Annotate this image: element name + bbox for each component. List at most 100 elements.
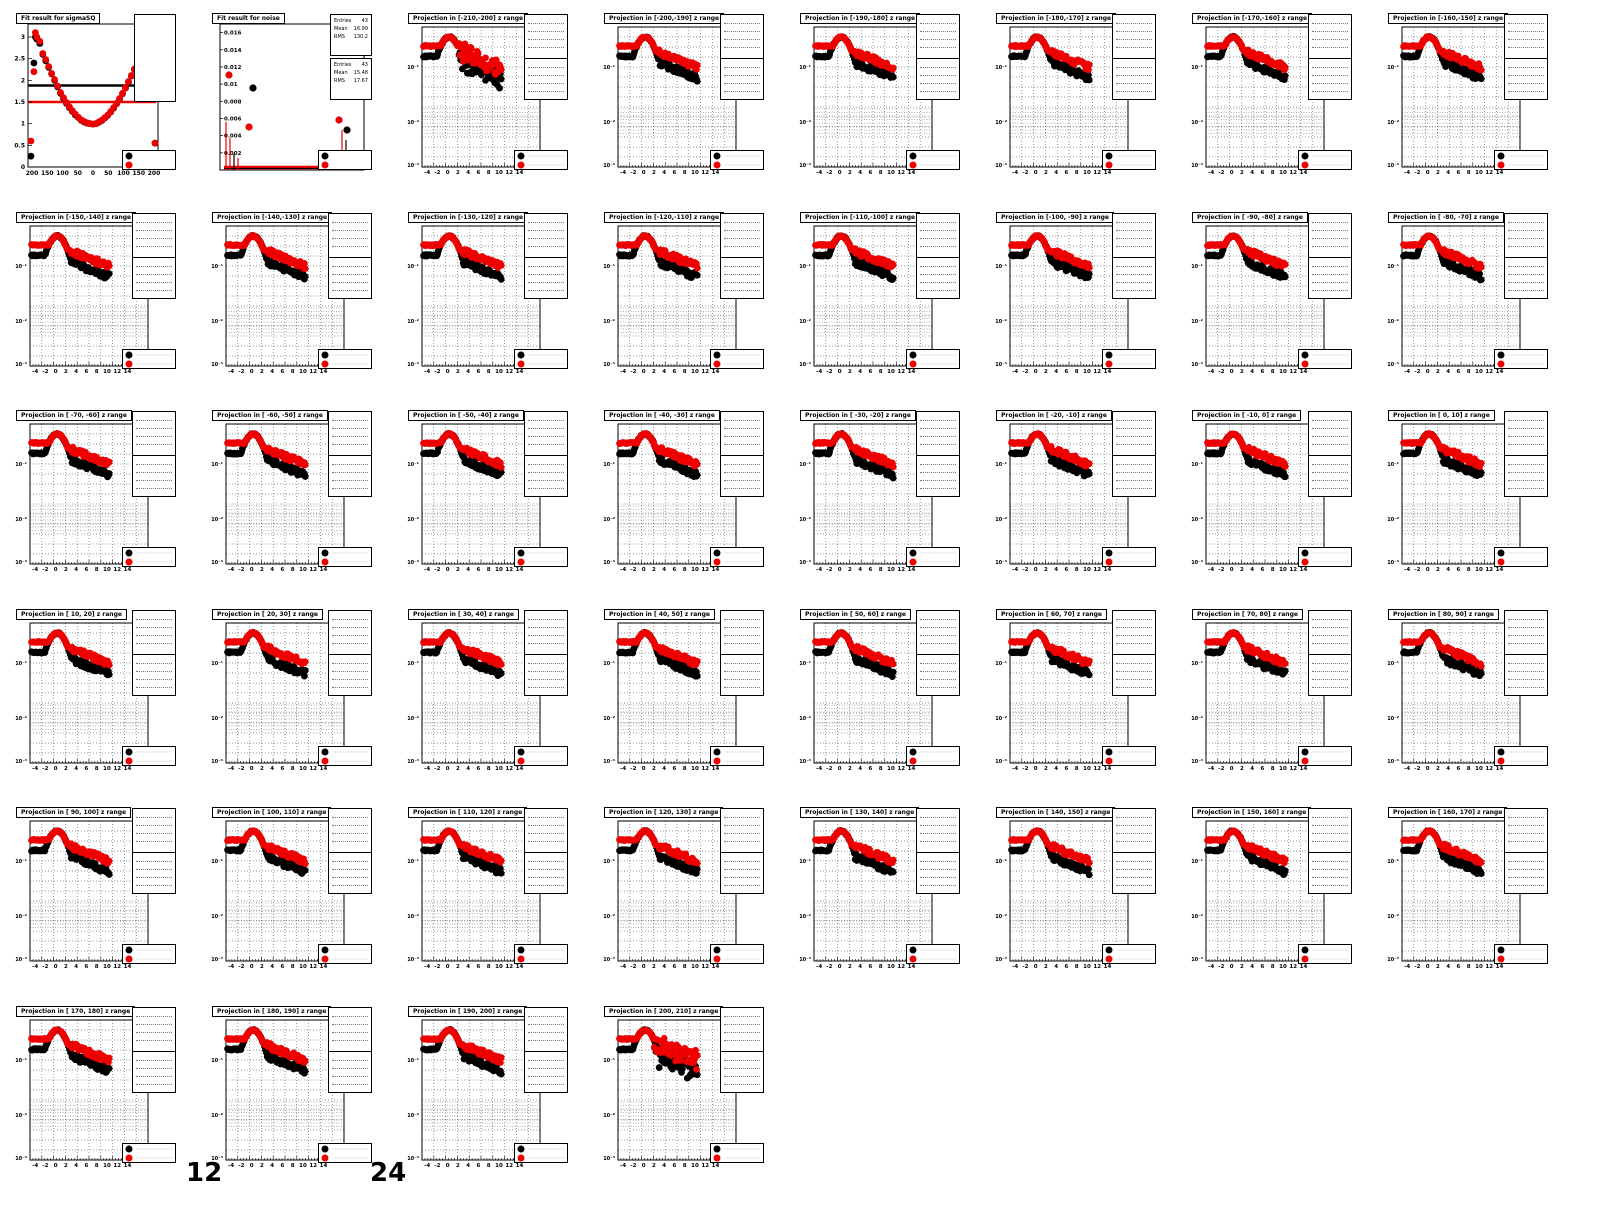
plot-area: 10⁻¹10⁻²10⁻³-4 -2 0 2 4 6 8 10 12 14 — [15, 423, 149, 573]
panel-title: Projection in [-150,-140] z range — [16, 211, 137, 223]
legend-box — [514, 547, 568, 567]
x-tick-label: 2 — [64, 567, 68, 573]
series-red — [812, 430, 897, 471]
panel-19: 10⁻¹ 10⁻² 10⁻³ -4 -2 0 2 4 6 8 10 12 14 Projection in… — [588, 397, 784, 597]
x-tick-label: 2 — [260, 567, 264, 573]
panel-title: Projection in [ -50, -40] z range — [408, 410, 524, 421]
data-point — [693, 460, 701, 468]
x-tick-label: 6 — [1457, 369, 1461, 375]
x-tick-label: -2 — [826, 170, 832, 176]
series-red — [420, 430, 505, 471]
data-point — [497, 66, 505, 74]
entries-value: 43 — [361, 62, 368, 68]
stats-box-2 — [720, 256, 764, 299]
x-tick-label: 8 — [95, 369, 99, 375]
x-tick-label: 2 — [652, 170, 656, 176]
x-tick-label: -4 — [32, 369, 38, 375]
x-tick-label: 6 — [1065, 567, 1069, 573]
panel-title: Projection in [-160,-150] z range — [1388, 13, 1509, 24]
data-point — [693, 77, 701, 85]
panel-6: 10⁻¹ 10⁻² 10⁻³ -4 -2 0 2 4 6 8 10 12 14 Projection in… — [1176, 0, 1372, 200]
y-tick-label: 10⁻³ — [1191, 560, 1203, 566]
y-tick-label: 10⁻¹ — [407, 462, 419, 468]
legend-markers — [517, 152, 565, 169]
y-tick-label: 10⁻¹ — [995, 462, 1007, 468]
data-point — [1281, 463, 1289, 470]
x-tick-label: 8 — [1075, 567, 1079, 573]
x-tick-label: 12 — [701, 170, 709, 176]
panel-title: Projection in [-130,-120] z range — [408, 211, 529, 223]
stats-box-1 — [916, 411, 960, 457]
mean-label: Mean — [334, 26, 348, 32]
y-tick-label: 10⁻² — [1387, 120, 1399, 126]
stats-box-1 — [1308, 411, 1352, 457]
x-tick-label: 12 — [897, 567, 905, 573]
x-tick-label: -4 — [1012, 369, 1018, 375]
y-tick-label: 2 — [21, 77, 25, 84]
plot-area: 10⁻¹10⁻²10⁻³-4 -2 0 2 4 6 8 10 12 14 — [995, 225, 1129, 375]
x-tick-label: 10 — [103, 567, 111, 573]
y-tick-label: 10⁻² — [211, 517, 223, 523]
x-tick-label: 2 — [652, 567, 656, 573]
legend-markers — [517, 351, 565, 367]
x-tick-label: 8 — [879, 170, 883, 176]
y-tick-label: 10⁻³ — [15, 560, 27, 566]
x-tick-label: 4 — [1054, 567, 1058, 573]
y-tick-label: 10⁻³ — [407, 362, 419, 368]
x-tick-label: 12 — [113, 766, 121, 772]
y-tick-label: 10⁻¹ — [799, 264, 811, 270]
y-tick-label: 1 — [21, 121, 25, 128]
panel-10: 10⁻¹ 10⁻² 10⁻³ -4 -2 0 2 4 6 8 10 12 14 Projection in… — [392, 199, 588, 399]
series-red — [1008, 33, 1093, 74]
y-tick-label: 1.5 — [14, 99, 25, 106]
stats-box-2 — [916, 58, 960, 100]
x-tick-label: 10 — [495, 369, 503, 375]
x-tick-label: 2 — [456, 170, 460, 176]
x-tick-label: 0 — [1426, 567, 1430, 573]
data-point — [105, 470, 113, 477]
legend-box — [1494, 348, 1548, 369]
y-tick-label: 10⁻³ — [1387, 362, 1399, 368]
x-tick-label: 4 — [1250, 369, 1254, 375]
x-tick-label: 14 — [124, 766, 132, 772]
x-tick-label: 6 — [1261, 170, 1265, 176]
y-tick-label: 10⁻¹ — [15, 264, 27, 270]
y-tick-label: 10⁻¹ — [1387, 65, 1399, 71]
x-tick-label: -2 — [42, 766, 48, 772]
y-tick-label: 10⁻² — [603, 517, 615, 523]
data-point — [1477, 66, 1485, 74]
data-point — [889, 463, 897, 471]
y-tick-label: 10⁻¹ — [407, 65, 419, 71]
x-tick-label: 4 — [74, 567, 78, 573]
x-tick-label: 6 — [673, 170, 677, 176]
series-black — [1008, 430, 1093, 480]
hist-bar — [278, 168, 281, 170]
grid-lines — [422, 27, 540, 167]
series-red — [812, 33, 897, 73]
data-point — [343, 126, 351, 134]
y-tick-label: 10⁻¹ — [603, 264, 615, 270]
x-tick-label: 4 — [1250, 567, 1254, 573]
x-tick-label: 14 — [1496, 567, 1504, 573]
x-tick-label: 8 — [683, 567, 687, 573]
x-tick-label: 4 — [662, 567, 666, 573]
x-tick-label: 6 — [869, 369, 873, 375]
data-point — [105, 261, 113, 269]
x-tick-label: 8 — [1271, 170, 1275, 176]
y-tick-label: 0.002 — [224, 151, 242, 157]
legend-markers — [1497, 351, 1545, 367]
x-tick-label: 8 — [95, 766, 99, 772]
y-tick-label: 10⁻² — [1387, 319, 1399, 325]
x-tick-label: -4 — [424, 170, 430, 176]
x-tick-label: -2 — [1218, 369, 1224, 375]
x-tick-label: 0 — [446, 369, 450, 375]
legend-markers — [321, 351, 369, 367]
stats-box-2: Entries 43 Mean 15.48 RMS 17.67 — [330, 58, 372, 100]
mean-value: 15.48 — [353, 70, 368, 76]
legend-markers — [321, 549, 369, 566]
hist-bar — [235, 168, 237, 170]
legend-markers — [125, 549, 173, 566]
x-tick-label: 8 — [879, 369, 883, 375]
data-point — [1085, 76, 1093, 84]
x-tick-label: 4 — [1446, 170, 1450, 176]
